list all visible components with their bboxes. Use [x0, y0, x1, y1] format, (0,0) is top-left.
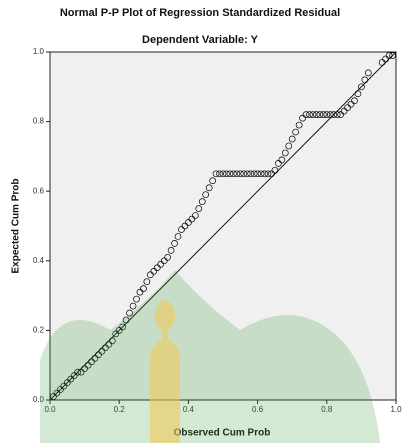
x-tick-label: 1.0 — [390, 405, 402, 414]
chart-title: Normal P-P Plot of Regression Standardiz… — [60, 7, 340, 19]
page: Normal P-P Plot of Regression Standardiz… — [0, 0, 402, 443]
y-tick-label: 0.4 — [33, 256, 45, 265]
x-tick-label: 0.8 — [321, 405, 333, 414]
y-tick-label: 0.2 — [33, 326, 45, 335]
y-tick-label: 0.6 — [33, 186, 45, 195]
chart: Normal P-P Plot of Regression Standardiz… — [0, 0, 402, 443]
y-tick-label: 0.8 — [33, 117, 45, 126]
x-tick-label: 0.0 — [44, 405, 56, 414]
y-tick-label: 1.0 — [33, 47, 45, 56]
x-axis-label: Observed Cum Prob — [174, 428, 271, 439]
y-tick-label: 0.0 — [33, 395, 45, 404]
x-tick-label: 0.2 — [114, 405, 126, 414]
chart-subtitle: Dependent Variable: Y — [142, 34, 259, 46]
y-axis-label: Expected Cum Prob — [11, 178, 22, 273]
x-tick-label: 0.6 — [252, 405, 264, 414]
x-tick-label: 0.4 — [183, 405, 195, 414]
